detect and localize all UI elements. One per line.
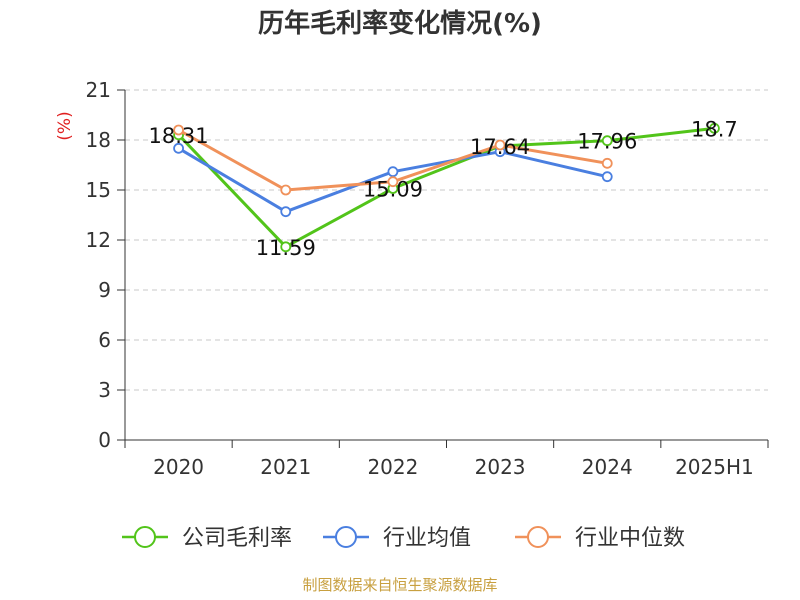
x-tick-label: 2023 xyxy=(475,455,526,479)
series-point-0 xyxy=(280,241,292,253)
y-tick-label: 9 xyxy=(98,278,111,302)
legend-marker xyxy=(527,526,549,548)
series-point-2 xyxy=(601,157,613,169)
grid-lines xyxy=(125,89,768,391)
legend: 公司毛利率 行业均值 行业中位数 xyxy=(122,526,685,551)
series-point-2 xyxy=(173,124,184,136)
series-point-0 xyxy=(601,135,613,147)
y-tick-label: 3 xyxy=(98,378,111,402)
data-label: 18.7 xyxy=(691,117,738,141)
data-labels: 18.31 11.59 15.09 17.64 17.96 18.7 xyxy=(149,117,738,259)
series-lines xyxy=(173,122,720,253)
legend-marker xyxy=(335,526,357,548)
legend-label[interactable]: 行业中位数 xyxy=(575,526,685,551)
series-point-1 xyxy=(387,166,399,178)
series-point-0 xyxy=(709,122,720,134)
x-tick-label: 2020 xyxy=(153,455,204,479)
legend-marker xyxy=(134,526,156,548)
series-point-2 xyxy=(280,184,292,196)
series-point-1 xyxy=(601,171,613,183)
data-label: 17.96 xyxy=(577,130,637,154)
series-point-1 xyxy=(173,142,184,154)
data-label: 18.31 xyxy=(149,124,209,148)
series-point-2 xyxy=(494,139,506,151)
y-axis-label: (%) xyxy=(55,111,75,140)
data-label: 15.09 xyxy=(363,178,423,202)
axes: 0 3 6 9 12 15 18 21 2020 2021 2022 2023 2024 2025H1 xyxy=(86,78,769,479)
data-label: 11.59 xyxy=(256,236,316,260)
x-tick-label: 2022 xyxy=(367,455,418,479)
series-line-0 xyxy=(177,126,715,249)
y-tick-label: 12 xyxy=(86,228,111,252)
y-tick-label: 0 xyxy=(98,428,111,452)
source-note: 制图数据来自恒生聚源数据库 xyxy=(302,576,497,594)
y-tick-label: 6 xyxy=(98,328,111,352)
y-tick-label: 15 xyxy=(86,178,111,202)
legend-label[interactable]: 公司毛利率 xyxy=(182,526,292,551)
series-point-1 xyxy=(280,206,292,218)
x-tick-label: 2024 xyxy=(582,455,633,479)
chart-title: 历年毛利率变化情况(%) xyxy=(258,8,542,39)
legend-label[interactable]: 行业均值 xyxy=(383,526,471,551)
data-label: 17.64 xyxy=(470,135,530,159)
series-point-2 xyxy=(387,176,399,188)
y-tick-label: 21 xyxy=(86,78,111,102)
x-tick-label: 2025H1 xyxy=(675,455,754,479)
x-tick-label: 2021 xyxy=(260,455,311,479)
y-tick-label: 18 xyxy=(86,128,111,152)
